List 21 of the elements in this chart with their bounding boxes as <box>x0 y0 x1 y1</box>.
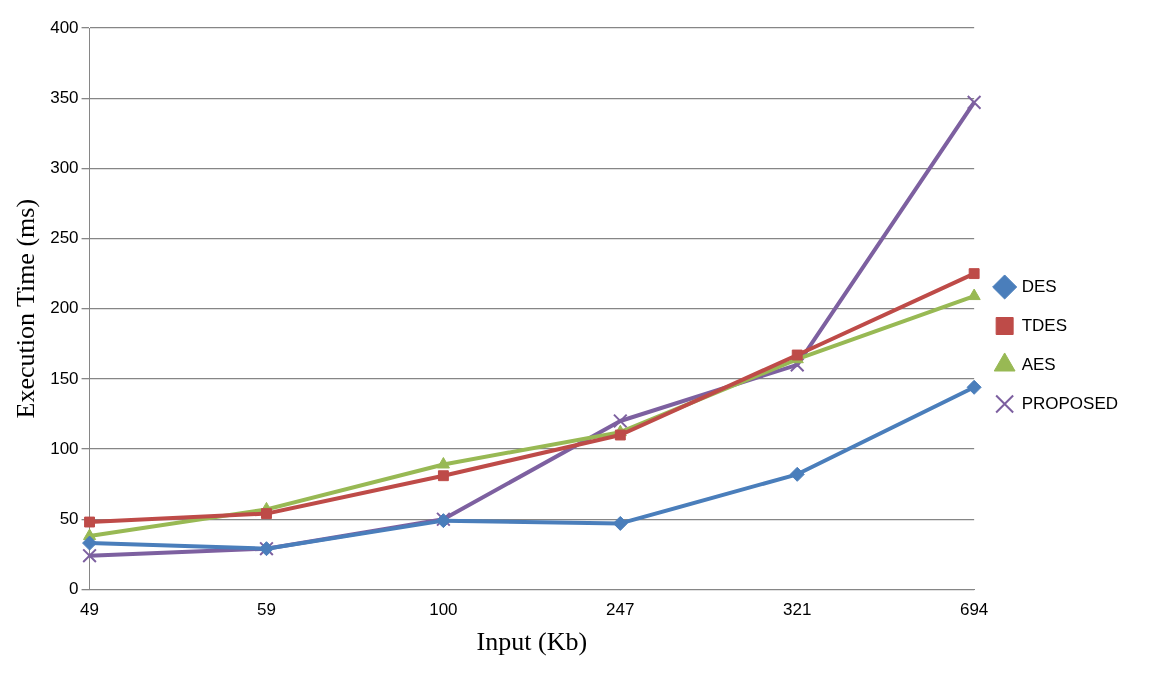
x-tick-label: 59 <box>257 600 276 620</box>
x-tick-label: 100 <box>429 600 458 620</box>
legend-label: DES <box>1021 276 1057 296</box>
x-axis-title: Input (Kb) <box>476 627 588 657</box>
legend-label: AES <box>1021 354 1056 374</box>
legend-label: TDES <box>1021 315 1067 335</box>
y-tick-label: 50 <box>59 508 79 528</box>
y-tick-label: 100 <box>50 438 79 458</box>
y-tick-label: 300 <box>50 158 79 178</box>
x-tick-label: 49 <box>80 600 100 620</box>
y-tick-label: 400 <box>50 17 79 37</box>
x-tick-label: 694 <box>959 600 989 620</box>
y-tick-label: 250 <box>50 228 79 248</box>
legend-label: PROPOSED <box>1021 393 1118 413</box>
y-tick-label: 200 <box>50 298 79 318</box>
y-tick-label: 150 <box>50 368 79 388</box>
y-axis-title: Execution Time (ms) <box>11 198 41 419</box>
x-tick-label: 321 <box>783 600 812 620</box>
y-tick-label: 350 <box>50 87 79 107</box>
x-tick-label: 247 <box>606 600 635 620</box>
y-tick-label: 0 <box>69 579 79 599</box>
